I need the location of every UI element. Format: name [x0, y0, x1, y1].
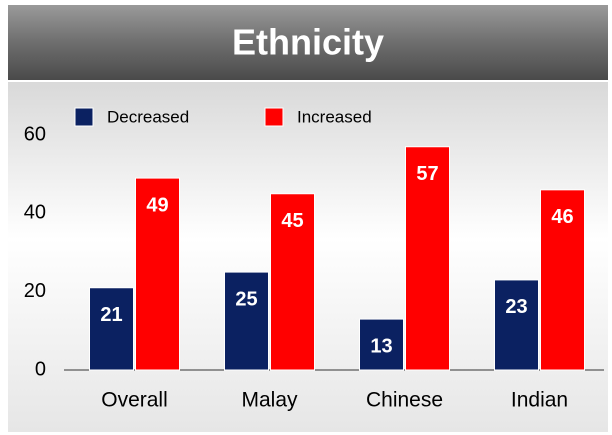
- data-label: 21: [100, 304, 122, 326]
- data-label: 57: [416, 163, 438, 185]
- data-label: 46: [551, 206, 573, 228]
- bar: [135, 177, 180, 371]
- bar: [224, 271, 269, 371]
- legend-swatch: [264, 107, 284, 127]
- bar: [494, 279, 539, 371]
- legend-swatch: [74, 107, 94, 127]
- data-label: 45: [281, 210, 303, 232]
- bar: [359, 318, 404, 371]
- y-tick-label: 20: [24, 280, 46, 302]
- legend-label: Increased: [297, 107, 372, 126]
- legend-label: Decreased: [107, 107, 189, 126]
- y-tick-label: 0: [35, 358, 46, 380]
- data-label: 49: [146, 194, 168, 216]
- title-banner: [8, 5, 608, 80]
- x-tick-label: Indian: [511, 389, 568, 412]
- bar: [540, 189, 585, 371]
- x-tick-label: Overall: [101, 389, 168, 412]
- y-tick-label: 40: [24, 202, 46, 224]
- data-label: 25: [235, 288, 257, 310]
- x-tick-label: Chinese: [366, 389, 443, 412]
- chart-title: Ethnicity: [232, 22, 384, 63]
- y-tick-label: 60: [24, 123, 46, 145]
- bar: [89, 287, 134, 371]
- x-tick-label: Malay: [241, 389, 298, 412]
- bar: [270, 193, 315, 371]
- bar: [405, 146, 450, 371]
- data-label: 13: [370, 335, 392, 357]
- data-label: 23: [505, 296, 527, 318]
